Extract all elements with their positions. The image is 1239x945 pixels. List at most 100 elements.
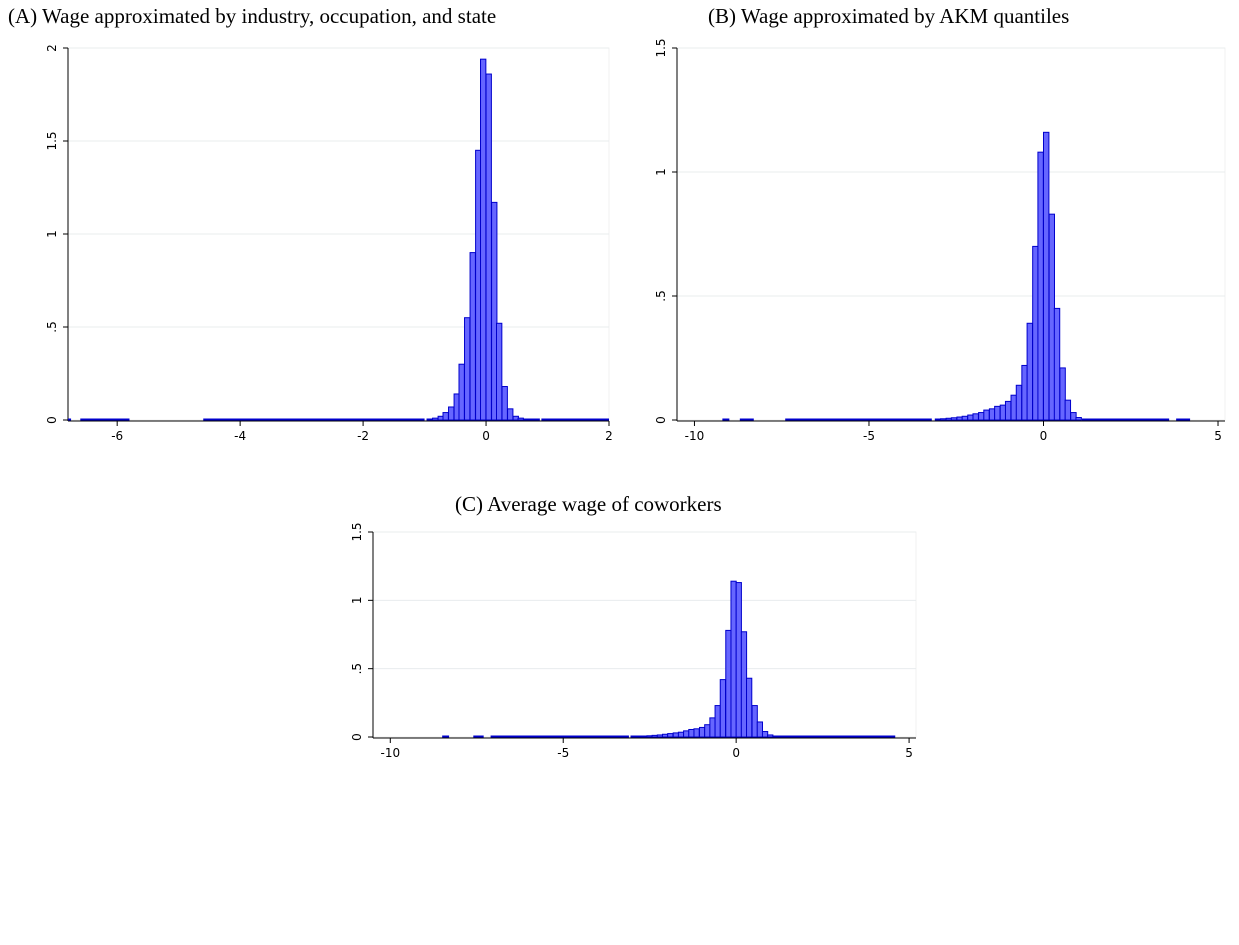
histogram-bar [464,317,471,421]
histogram-bar [772,735,779,738]
histogram-bar [988,408,996,421]
histogram-bar [491,201,498,421]
histogram-bar [714,705,721,738]
histogram-bar [1037,151,1044,421]
histogram-bar [523,418,530,421]
histogram-bar [495,322,503,421]
y-tick-label: 2 [45,44,59,52]
x-tick-label: 5 [1214,429,1222,443]
histogram-bar [640,735,648,738]
x-tick-label: 2 [605,429,613,443]
y-tick-label: 1 [654,168,668,176]
histogram-bar [1059,367,1066,421]
histogram-bar [698,726,706,738]
plot-area [372,531,917,738]
histogram-bar [656,734,664,738]
histogram-bar [972,413,979,421]
histogram-bar [693,728,700,738]
histogram-bar [1053,307,1061,421]
histogram-bar [761,731,769,738]
histogram-bar [646,735,653,738]
x-tick-label: -10 [380,746,400,760]
y-tick-label: 1 [45,230,59,238]
histogram-chart-c: -10 -5 0 5 0 .5 1 1.5 [350,522,917,760]
x-tick-label: -6 [111,429,123,443]
histogram-bar [994,405,1001,421]
y-tick-label: .5 [350,663,364,674]
histogram-bar [672,732,679,738]
histogram-bar [740,631,748,738]
panel-b: (B) Wage approximated by AKM quantiles -… [619,0,1239,465]
histogram-bar [661,733,669,738]
histogram-bar [1004,400,1012,421]
histogram-bar [704,724,711,738]
histogram-bar [1064,399,1072,421]
histogram-bar [651,734,658,738]
histogram-bar [485,73,492,421]
histogram-bar [1032,245,1039,421]
histogram-bar [945,417,953,421]
y-tick-label: 1.5 [45,131,59,150]
histogram-bar [517,417,524,421]
histogram-bar [709,717,716,738]
x-tick-label: 5 [905,746,913,760]
histogram-bar [667,733,674,738]
histogram-bar [448,406,455,421]
y-tick-label: 0 [45,416,59,424]
y-tick-label: .5 [654,290,668,301]
histogram-bar [725,629,732,738]
y-tick-label: 0 [654,416,668,424]
histogram-bar [983,409,990,421]
y-tick-label: 1 [350,597,364,605]
y-tick-label: 1.5 [350,522,364,541]
histogram-bar [458,363,465,421]
histogram-bar [719,679,727,738]
histogram-bar [956,416,963,421]
histogram-bar [940,418,947,421]
x-tick-label: 0 [482,429,490,443]
histogram-bar [1015,384,1023,421]
histogram-bar [688,728,695,738]
x-tick-label: -5 [863,429,875,443]
histogram-bar [677,731,685,738]
histogram-bar [934,418,942,421]
y-tick-label: .5 [45,321,59,332]
histogram-bar [730,580,737,738]
histogram-bar [635,735,642,738]
histogram-bar [1042,131,1050,421]
panel-c: (C) Average wage of coworkers -10 -5 0 5 0 .5… [0,480,1239,945]
chart-title: (B) Wage approximated by AKM quantiles [708,4,1070,28]
histogram-bar [1070,412,1077,421]
histogram-bar [1026,322,1034,421]
histogram-bar [1075,417,1082,421]
plot-area [676,47,1226,421]
chart-title: (C) Average wage of coworkers [455,492,722,516]
x-tick-label: -4 [234,429,246,443]
histogram-bar [767,734,774,738]
histogram-bar [1021,364,1028,421]
histogram-chart-a: -6 -4 -2 0 2 0 .5 1 1.5 2 [45,44,613,443]
y-tick-label: 1.5 [654,38,668,57]
x-tick-label: -2 [357,429,369,443]
histogram-bar [469,252,476,421]
histogram-bar [480,58,487,421]
histogram-bar [442,412,449,421]
histogram-bar [501,386,508,421]
x-tick-label: -10 [685,429,705,443]
x-tick-label: -5 [557,746,569,760]
x-tick-label: 0 [1040,429,1048,443]
histogram-bar [978,412,985,421]
y-tick-label: 0 [350,733,364,741]
histogram-bar [630,735,637,738]
histogram-bar [967,414,974,421]
histogram-bar [751,705,758,738]
histogram-bar [683,730,690,738]
histogram-chart-b: -10 -5 0 5 0 .5 1 1.5 [654,38,1226,443]
histogram-bar [432,417,439,421]
histogram-bar [735,582,742,738]
histogram-bar [426,418,433,421]
histogram-bar [746,677,753,738]
x-tick-label: 0 [732,746,740,760]
histogram-bar [1010,394,1017,421]
chart-title: (A) Wage approximated by industry, occup… [8,4,497,28]
